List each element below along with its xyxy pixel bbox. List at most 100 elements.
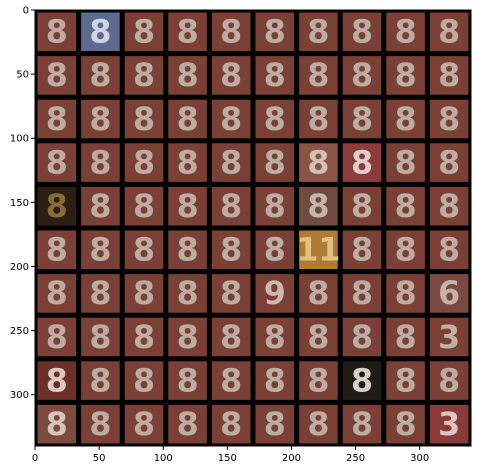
- image-tile: 8: [81, 56, 120, 95]
- image-tile-background: [37, 12, 77, 52]
- image-tile-background: [342, 274, 382, 313]
- image-tile: 8: [299, 99, 338, 139]
- image-tile: 8: [124, 230, 164, 270]
- x-tick-label: 200: [282, 453, 301, 464]
- image-tile: 8: [37, 404, 77, 444]
- image-tile-digit: 8: [220, 276, 242, 312]
- image-tile-digit: 8: [133, 102, 155, 138]
- image-tile: 8: [342, 12, 382, 52]
- image-tile-background: [386, 99, 425, 139]
- image-tile: 8: [299, 274, 338, 313]
- image-tile: 8: [255, 186, 295, 226]
- image-tile-background: [429, 274, 469, 313]
- image-tile-background: [168, 99, 207, 139]
- image-tile-background: [255, 404, 295, 444]
- image-tile-background: [211, 361, 251, 400]
- image-tile-digit: 8: [89, 233, 111, 269]
- image-tile-background: [81, 12, 120, 52]
- image-tile-background: [255, 317, 295, 357]
- image-tile-background: [429, 12, 469, 52]
- image-tile-background: [342, 230, 382, 270]
- image-tile-digit: 8: [177, 363, 199, 399]
- image-tile: 8: [124, 404, 164, 444]
- image-tile: 8: [299, 12, 338, 52]
- image-tile-background: [168, 56, 207, 95]
- image-tile: 8: [342, 56, 382, 95]
- image-tile-digit: 9: [264, 276, 286, 312]
- image-tile: 8: [255, 56, 295, 95]
- image-tile-digit: 8: [220, 145, 242, 181]
- image-tile-digit: 8: [264, 320, 286, 356]
- image-tile-background: [211, 317, 251, 357]
- image-tile-background: [429, 230, 469, 270]
- image-tile: 8: [37, 230, 77, 270]
- image-tile-digit: 8: [46, 102, 68, 138]
- image-tile: 8: [386, 56, 425, 95]
- image-tile-digit: 8: [133, 276, 155, 312]
- image-tile-background: [255, 143, 295, 182]
- image-tile: 8: [81, 186, 120, 226]
- image-tile-background: [429, 317, 469, 357]
- image-tile-digit: 8: [177, 102, 199, 138]
- image-tile-background: [211, 404, 251, 444]
- image-tile-digit: 8: [89, 407, 111, 443]
- image-tile-digit: 8: [438, 145, 460, 181]
- y-tick-label: 150: [10, 198, 29, 209]
- image-tile-digit: 3: [438, 320, 460, 356]
- image-tile-digit: 8: [46, 15, 68, 51]
- image-tile-background: [37, 361, 77, 400]
- image-tile-digit: 8: [351, 320, 373, 356]
- image-tile-background: [255, 361, 295, 400]
- image-tile-background: [299, 12, 338, 52]
- image-tile: 8: [81, 12, 120, 52]
- x-tick-label: 0: [32, 453, 38, 464]
- image-tile-background: [81, 361, 120, 400]
- image-tile-background: [211, 186, 251, 226]
- image-tile-digit: 8: [133, 189, 155, 225]
- y-tick-label: 50: [16, 70, 29, 81]
- image-tile: 8: [168, 143, 207, 182]
- image-tile-digit: 8: [351, 15, 373, 51]
- image-tile-background: [299, 186, 338, 226]
- image-tile-digit: 8: [133, 233, 155, 269]
- image-tile-digit: 8: [264, 363, 286, 399]
- image-tile-background: [255, 186, 295, 226]
- image-tile: 8: [168, 56, 207, 95]
- image-tile: 8: [168, 186, 207, 226]
- y-tick-label: 300: [10, 390, 29, 401]
- image-tile-digit: 8: [89, 320, 111, 356]
- image-tile: 8: [299, 186, 338, 226]
- image-tile: 8: [124, 317, 164, 357]
- image-tile: 8: [342, 143, 382, 182]
- image-tile: 8: [168, 99, 207, 139]
- image-tile-background: [168, 230, 207, 270]
- image-tile-background: [386, 12, 425, 52]
- image-tile-digit: 8: [89, 363, 111, 399]
- image-tile-digit: 8: [46, 276, 68, 312]
- image-tile: 8: [386, 99, 425, 139]
- image-tile-background: [342, 143, 382, 182]
- image-tile: 8: [429, 56, 469, 95]
- image-tile-background: [386, 143, 425, 182]
- image-tile: 8: [81, 274, 120, 313]
- image-tile-digit: 8: [89, 276, 111, 312]
- image-tile: 9: [255, 274, 295, 313]
- image-tile-digit: 8: [220, 233, 242, 269]
- image-tile-background: [124, 230, 164, 270]
- image-tile-digit: 8: [264, 145, 286, 181]
- image-tile-digit: 8: [177, 407, 199, 443]
- image-tile: 8: [211, 404, 251, 444]
- image-tile: 3: [429, 317, 469, 357]
- image-tile: 8: [429, 12, 469, 52]
- image-tile-digit: 8: [395, 102, 417, 138]
- image-tile-digit: 8: [89, 189, 111, 225]
- image-tile: 3: [429, 404, 469, 444]
- image-tile-background: [211, 143, 251, 182]
- image-tile: 8: [37, 274, 77, 313]
- image-tile-digit: 8: [177, 58, 199, 94]
- image-tile-background: [211, 56, 251, 95]
- image-tile-digit: 8: [133, 58, 155, 94]
- image-tile-background: [211, 99, 251, 139]
- x-tick-label: 100: [154, 453, 173, 464]
